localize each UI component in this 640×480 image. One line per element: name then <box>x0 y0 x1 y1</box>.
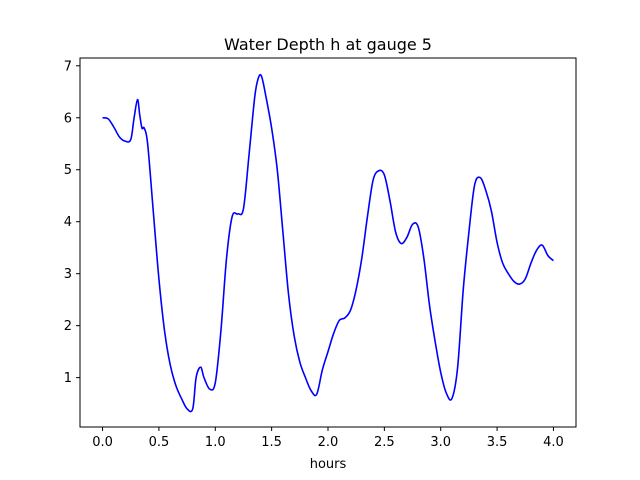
x-tick-label: 1.0 <box>205 435 226 450</box>
y-tick-label: 3 <box>64 267 72 282</box>
chart-title: Water Depth h at gauge 5 <box>224 35 432 54</box>
y-tick-label: 6 <box>64 111 72 126</box>
x-tick-label: 0.0 <box>92 435 113 450</box>
x-tick-label: 4.0 <box>543 435 564 450</box>
y-tick-label: 5 <box>64 163 72 178</box>
x-tick-label: 0.5 <box>149 435 170 450</box>
x-tick-label: 1.5 <box>261 435 282 450</box>
y-tick-label: 2 <box>64 319 72 334</box>
x-tick-label: 3.0 <box>430 435 451 450</box>
y-tick-label: 7 <box>64 59 72 74</box>
x-tick-label: 2.0 <box>318 435 339 450</box>
y-axis: 1 2 3 4 5 6 7 <box>64 59 80 386</box>
x-axis-label: hours <box>310 457 347 472</box>
x-tick-label: 3.5 <box>487 435 508 450</box>
y-tick-label: 1 <box>64 371 72 386</box>
x-axis: 0.0 0.5 1.0 1.5 2.0 2.5 3.0 3.5 4.0 <box>92 427 564 450</box>
series-line-0 <box>102 73 554 413</box>
series-layer <box>102 73 554 413</box>
x-tick-label: 2.5 <box>374 435 395 450</box>
y-tick-label: 4 <box>64 215 72 230</box>
